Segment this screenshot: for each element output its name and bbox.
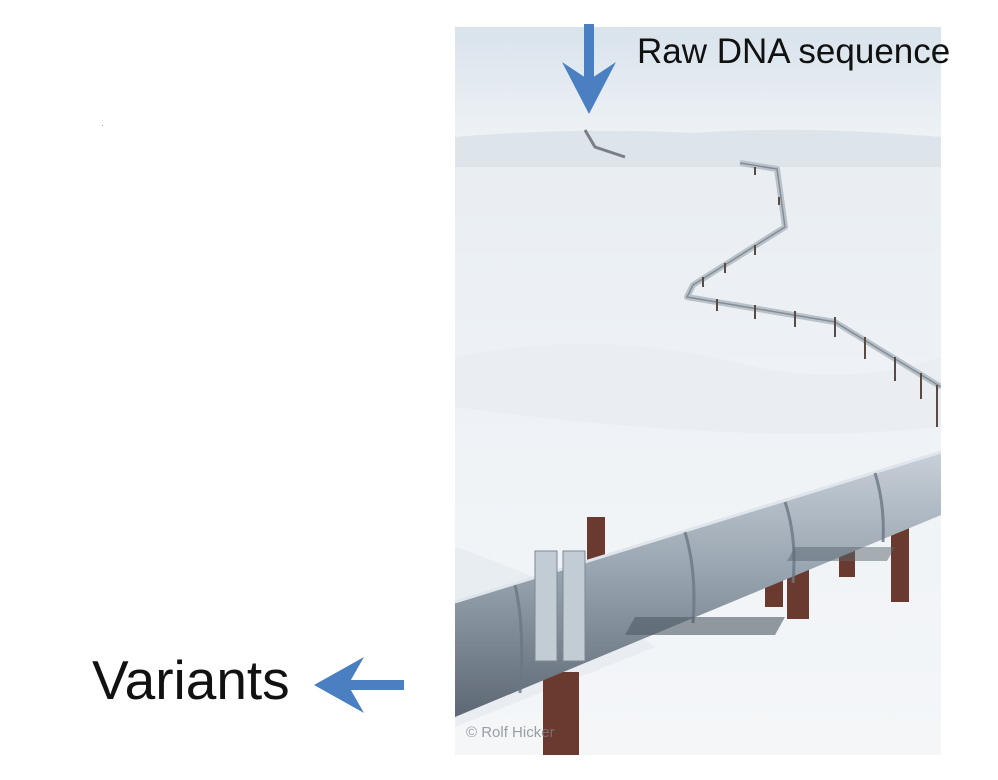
output-label: Variants [92, 649, 290, 711]
speck [102, 125, 103, 126]
arrow-left-icon [312, 654, 406, 721]
arrow-down-icon [560, 24, 618, 121]
photo-credit: © Rolf Hicker [466, 724, 555, 741]
pipeline-photo [455, 27, 941, 755]
input-label: Raw DNA sequence [637, 32, 951, 71]
